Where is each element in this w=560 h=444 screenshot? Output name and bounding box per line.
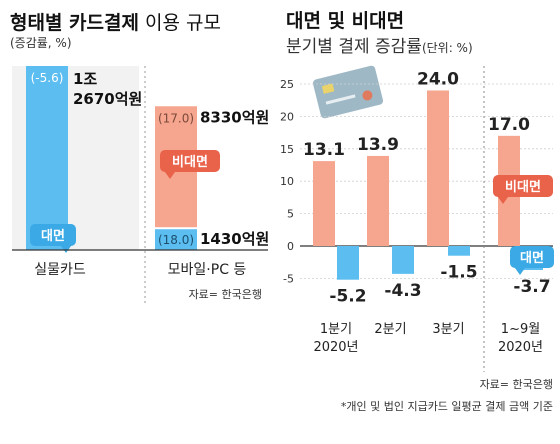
left-panel: 형태별 카드결제 이용 규모 (증감률, %) (-5.6) 1조 2670억원 (1… xyxy=(0,0,278,444)
right-x-category-label: 3분기 xyxy=(432,322,464,337)
bar-physical-amount-line2: 2670억원 xyxy=(73,90,142,108)
left-chart: (-5.6) 1조 2670억원 (17.0) 8330억원 (18.0) 1430억원 대면… xyxy=(12,66,269,305)
left-legend-non-face-box xyxy=(160,150,220,172)
right-legend-non-face-tail xyxy=(498,197,508,204)
left-title: 형태별 카드결제 이용 규모 xyxy=(10,8,221,35)
credit-card-icon xyxy=(312,65,384,119)
right-x-category-label: 2분기 xyxy=(374,322,406,337)
credit-card-number xyxy=(325,94,356,105)
left-subtitle: (증감률, %) xyxy=(10,36,72,50)
left-category-mobile: 모바일·PC 등 xyxy=(168,262,247,278)
right-bar-in-person-value: -5.2 xyxy=(329,287,366,307)
right-legend-non-face-label: 비대면 xyxy=(505,179,541,195)
right-x-category-label: 1분기 xyxy=(320,322,352,337)
right-chart: 25 20 15 10 5 0 -5 13.1 -5.2 1분기 2020년 13.9 -4.3 2분기 2… xyxy=(280,65,554,413)
right-subtitle-unit: (단위: %) xyxy=(421,41,473,55)
right-bar-non-face xyxy=(367,155,389,246)
left-legend-non-face: 비대면 xyxy=(160,150,220,179)
right-y-tick-label: 5 xyxy=(287,208,294,221)
right-bar-in-person-value: -4.3 xyxy=(384,281,421,301)
bar-physical-amount-line1: 1조 xyxy=(73,70,97,88)
bar-mobile-in-person xyxy=(155,229,197,250)
right-subtitle-main: 분기별 결제 증감률 xyxy=(286,37,422,57)
left-legend-non-face-label: 비대면 xyxy=(172,154,208,170)
credit-card-chip xyxy=(322,83,335,94)
right-bar-non-face-value: 13.9 xyxy=(357,135,399,155)
left-legend-in-person-box xyxy=(30,224,76,246)
right-legend-non-face: 비대면 xyxy=(493,175,553,204)
right-bar-in-person-value: -3.7 xyxy=(513,277,550,297)
bar-mobile-in-person-rate: (18.0) xyxy=(158,233,194,247)
right-panel: 대면 및 비대면 분기별 결제 증감률(단위: %) 25 20 15 10 5 0 -5 1… xyxy=(278,0,560,444)
right-bar-in-person xyxy=(337,246,359,280)
right-bar-in-person xyxy=(392,246,414,274)
right-legend-in-person-box xyxy=(510,246,554,268)
right-title: 대면 및 비대면 xyxy=(286,10,405,32)
left-title-rest: 이용 규모 xyxy=(138,12,221,34)
credit-card-logo xyxy=(362,90,373,101)
right-y-tick-label: 20 xyxy=(280,110,294,123)
right-footnote: *개인 및 법인 지급카드 일평균 결제 금액 기준 xyxy=(341,399,553,413)
right-bar-non-face-value: 13.1 xyxy=(303,140,345,160)
right-x-category-year: 2020년 xyxy=(313,340,358,355)
right-legend-in-person-label: 대면 xyxy=(520,250,544,266)
bar-mobile-non-face-amount: 8330억원 xyxy=(200,108,269,126)
right-x-category-label: 1~9월 xyxy=(501,322,540,337)
left-category-physical: 실물카드 xyxy=(34,262,86,278)
left-legend-in-person-label: 대면 xyxy=(41,228,65,244)
right-bar-non-face xyxy=(313,161,335,246)
right-bar-in-person-value: -1.5 xyxy=(440,263,477,283)
left-title-bold: 형태별 카드결제 xyxy=(10,12,139,34)
bar-mobile-in-person-amount: 1430억원 xyxy=(200,230,269,248)
bar-physical-in-person xyxy=(26,66,68,250)
left-legend-in-person: 대면 xyxy=(30,224,76,253)
left-legend-non-face-tail xyxy=(165,172,175,179)
right-y-tick-label: 25 xyxy=(280,78,294,91)
right-y-tick-label: 0 xyxy=(287,240,294,253)
credit-card-body xyxy=(312,65,384,119)
right-legend-in-person-tail xyxy=(515,268,525,275)
right-bar-non-face-value: 24.0 xyxy=(417,69,459,89)
right-subtitle: 분기별 결제 증감률(단위: %) xyxy=(286,32,473,57)
bar-physical-rate: (-5.6) xyxy=(31,71,64,85)
right-source: 자료= 한국은행 xyxy=(480,378,553,391)
right-legend-in-person: 대면 xyxy=(510,246,554,275)
bar-mobile-non-face-rate: (17.0) xyxy=(158,111,194,125)
right-bar-non-face-value: 17.0 xyxy=(488,115,530,135)
left-source: 자료= 한국은행 xyxy=(189,288,262,301)
right-x-category-year: 2020년 xyxy=(498,340,543,355)
right-y-tick-label: 15 xyxy=(280,143,294,156)
right-bar-in-person xyxy=(448,246,470,256)
right-y-tick-label: 10 xyxy=(280,175,294,188)
right-legend-non-face-box xyxy=(493,175,553,197)
right-y-tick-label: -5 xyxy=(283,272,294,285)
right-bar-non-face xyxy=(427,90,449,246)
